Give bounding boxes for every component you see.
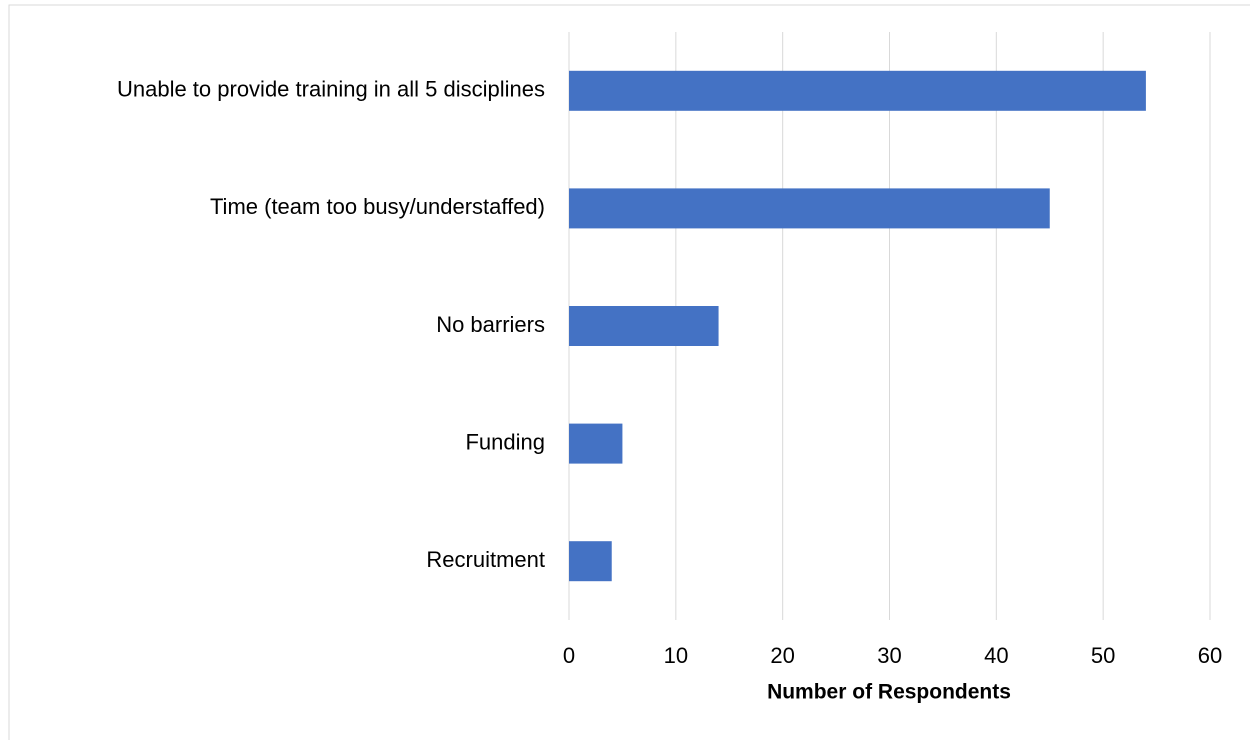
y-tick-label: Unable to provide training in all 5 disc… <box>117 77 545 102</box>
bar <box>569 423 623 464</box>
bar <box>569 70 1146 111</box>
x-tick-label: 30 <box>877 643 901 668</box>
bar <box>569 306 719 346</box>
x-tick-label: 40 <box>984 643 1008 668</box>
x-tick-label: 10 <box>664 643 688 668</box>
y-tick-label: No barriers <box>436 312 545 337</box>
x-tick-label: 20 <box>770 643 794 668</box>
y-tick-label: Funding <box>465 429 545 454</box>
y-tick-label: Time (team too busy/understaffed) <box>210 194 545 219</box>
x-tick-label: 50 <box>1091 643 1115 668</box>
bar <box>569 188 1050 229</box>
x-axis-title: Number of Respondents <box>767 681 1011 704</box>
x-tick-label: 0 <box>563 643 575 668</box>
y-tick-label: Recruitment <box>426 547 545 572</box>
x-tick-label: 60 <box>1198 643 1222 668</box>
bar <box>569 541 612 582</box>
chart-border <box>8 4 1250 740</box>
